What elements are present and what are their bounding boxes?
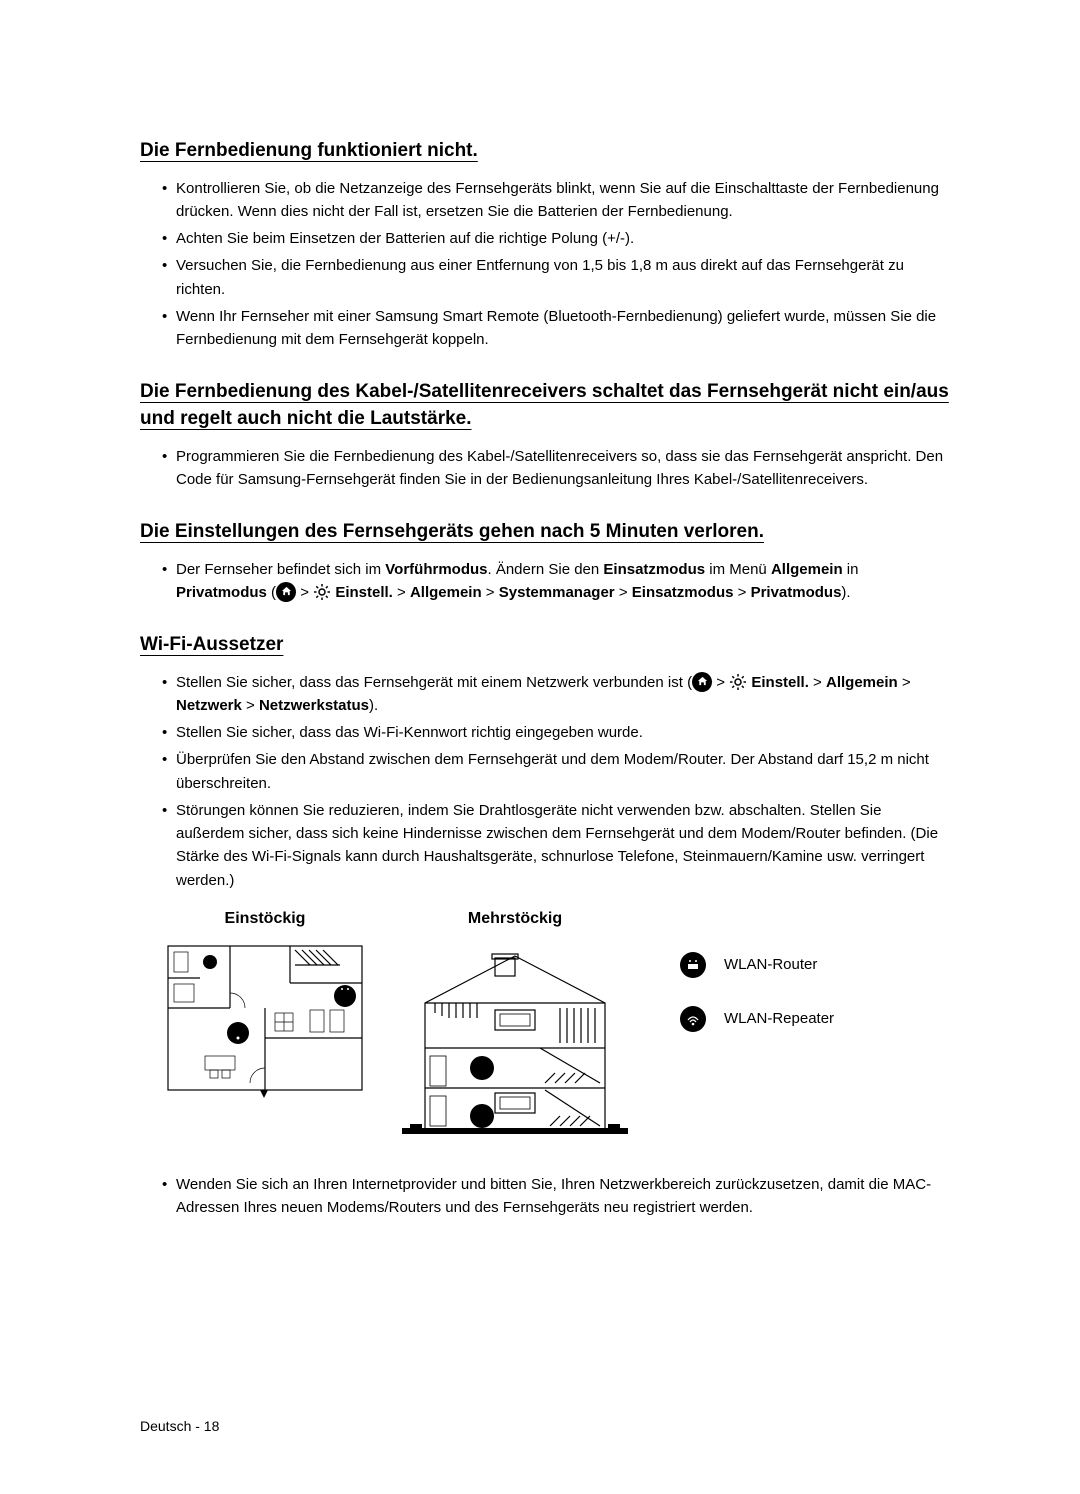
sep: > xyxy=(898,674,911,691)
bullet: Wenn Ihr Fernseher mit einer Samsung Sma… xyxy=(162,305,950,352)
repeater-icon xyxy=(680,1006,706,1032)
router-icon xyxy=(680,952,706,978)
legend-router: WLAN-Router xyxy=(680,952,834,978)
bold: Privatmodus xyxy=(176,584,267,601)
path: Einstell. xyxy=(335,584,393,601)
path: Einsatzmodus xyxy=(632,584,734,601)
sep: > xyxy=(482,584,499,601)
text: ( xyxy=(267,584,276,601)
home-icon xyxy=(276,582,296,602)
house-svg xyxy=(400,938,630,1138)
bullets-cable: Programmieren Sie die Fernbedienung des … xyxy=(140,445,950,492)
path: Privatmodus xyxy=(751,584,842,601)
sep: > xyxy=(733,584,750,601)
gear-icon xyxy=(729,673,747,691)
legend-repeater: WLAN-Repeater xyxy=(680,1006,834,1032)
text: Stellen Sie sicher, dass das Fernsehgerä… xyxy=(176,674,692,691)
sep: > xyxy=(712,674,729,691)
bullets-remote: Kontrollieren Sie, ob die Netzanzeige de… xyxy=(140,177,950,352)
floorplan-svg xyxy=(160,938,370,1098)
sep: > xyxy=(393,584,410,601)
path: Allgemein xyxy=(826,674,898,691)
bullet: Der Fernseher befindet sich im Vorführmo… xyxy=(162,558,950,605)
bullet: Überprüfen Sie den Abstand zwischen dem … xyxy=(162,748,950,795)
legend-label: WLAN-Repeater xyxy=(724,1010,834,1027)
diagram-row: Einstöckig xyxy=(160,910,950,1143)
diagram-label-right: Mehrstöckig xyxy=(400,910,630,928)
text: . Ändern Sie den xyxy=(487,561,603,578)
heading-settings-lost: Die Einstellungen des Fernsehgeräts gehe… xyxy=(140,519,950,546)
heading-remote-not-working: Die Fernbedienung funktioniert nicht. xyxy=(140,138,950,165)
path: Einstell. xyxy=(751,674,809,691)
bullets-wifi: Stellen Sie sicher, dass das Fernsehgerä… xyxy=(140,671,950,892)
diagram-single-story: Einstöckig xyxy=(160,910,370,1103)
path: Netzwerk xyxy=(176,697,242,714)
text: ). xyxy=(841,584,850,601)
text: Der Fernseher befindet sich im xyxy=(176,561,385,578)
text: im Menü xyxy=(705,561,771,578)
bullet: Achten Sie beim Einsetzen der Batterien … xyxy=(162,227,950,250)
sep: > xyxy=(615,584,632,601)
text: ). xyxy=(369,697,378,714)
legend-label: WLAN-Router xyxy=(724,956,817,973)
bullet: Versuchen Sie, die Fernbedienung aus ein… xyxy=(162,254,950,301)
heading-wifi: Wi-Fi-Aussetzer xyxy=(140,632,950,659)
bullet: Stellen Sie sicher, dass das Fernsehgerä… xyxy=(162,671,950,718)
sep: > xyxy=(809,674,826,691)
sep: > xyxy=(242,697,259,714)
bold: Allgemein xyxy=(771,561,843,578)
text: in xyxy=(843,561,859,578)
bullet: Kontrollieren Sie, ob die Netzanzeige de… xyxy=(162,177,950,224)
gear-icon xyxy=(313,583,331,601)
bullet: Programmieren Sie die Fernbedienung des … xyxy=(162,445,950,492)
bullets-wifi-after: Wenden Sie sich an Ihren Internetprovide… xyxy=(140,1173,950,1220)
legend: WLAN-Router WLAN-Repeater xyxy=(680,952,834,1032)
diagram-label-left: Einstöckig xyxy=(160,910,370,928)
home-icon xyxy=(692,672,712,692)
bullet: Stellen Sie sicher, dass das Wi-Fi-Kennw… xyxy=(162,721,950,744)
path: Netzwerkstatus xyxy=(259,697,369,714)
bullets-settings: Der Fernseher befindet sich im Vorführmo… xyxy=(140,558,950,605)
sep: > xyxy=(296,584,313,601)
heading-cable-remote: Die Fernbedienung des Kabel-/Satellitenr… xyxy=(140,379,950,432)
bullet: Wenden Sie sich an Ihren Internetprovide… xyxy=(162,1173,950,1220)
page-footer: Deutsch - 18 xyxy=(140,1418,219,1434)
diagram-multi-story: Mehrstöckig xyxy=(400,910,630,1143)
path: Systemmanager xyxy=(499,584,615,601)
bullet: Störungen können Sie reduzieren, indem S… xyxy=(162,799,950,892)
path: Allgemein xyxy=(410,584,482,601)
bold: Einsatzmodus xyxy=(603,561,705,578)
bold: Vorführmodus xyxy=(385,561,487,578)
